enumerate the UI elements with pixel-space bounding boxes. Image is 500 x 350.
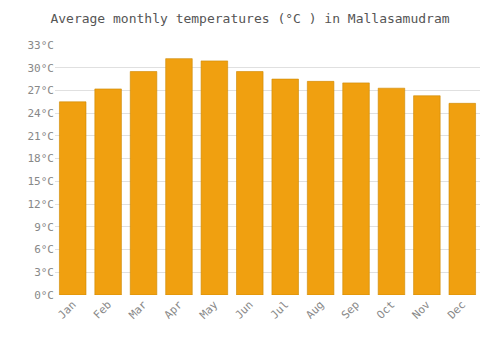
svg-text:0°C: 0°C [34,289,54,302]
svg-text:Jan: Jan [55,298,78,321]
svg-text:12°C: 12°C [28,198,55,211]
svg-text:Sep: Sep [339,298,362,321]
svg-text:Mar: Mar [126,298,150,322]
svg-text:Feb: Feb [91,298,114,321]
svg-text:6°C: 6°C [34,243,54,256]
svg-text:30°C: 30°C [28,62,55,75]
svg-text:May: May [197,298,221,322]
svg-text:Average monthly temperatures (: Average monthly temperatures (°C ) in Ma… [50,11,449,26]
svg-text:3°C: 3°C [34,266,54,279]
svg-text:Oct: Oct [374,298,397,321]
svg-text:Jun: Jun [233,298,256,321]
svg-text:Dec: Dec [445,298,468,321]
svg-text:24°C: 24°C [28,107,55,120]
svg-text:21°C: 21°C [28,130,55,143]
svg-text:33°C: 33°C [28,39,55,52]
svg-text:Jul: Jul [268,298,291,321]
svg-text:15°C: 15°C [28,175,55,188]
svg-text:9°C: 9°C [34,221,54,234]
svg-text:Apr: Apr [162,298,186,322]
svg-text:27°C: 27°C [28,84,55,97]
svg-text:Aug: Aug [303,298,326,321]
svg-text:18°C: 18°C [28,152,55,165]
svg-text:Nov: Nov [410,298,434,322]
